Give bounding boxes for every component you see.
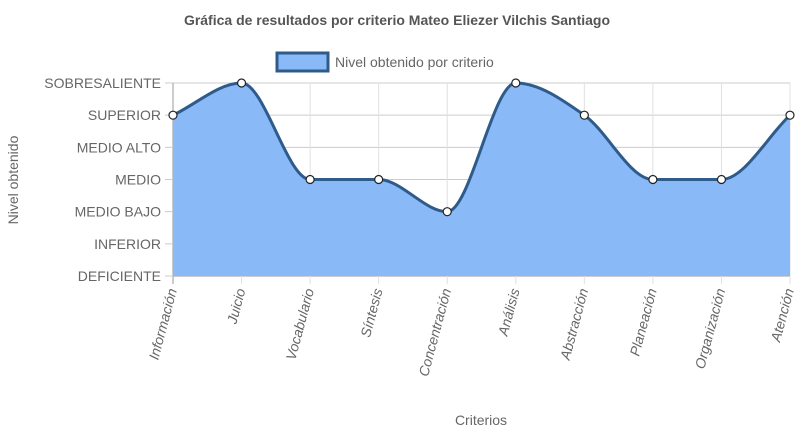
data-point[interactable]	[648, 174, 658, 185]
y-axis-title: Nivel obtenido	[5, 135, 21, 224]
x-tick-label: Abstracción	[557, 286, 592, 362]
y-tick-label: INFERIOR	[94, 236, 161, 252]
data-point[interactable]	[305, 174, 315, 185]
legend-label: Nivel obtenido por criterio	[335, 54, 494, 70]
series-fill	[173, 83, 790, 276]
data-point[interactable]	[716, 174, 727, 185]
y-tick-label: SOBRESALIENTE	[44, 75, 161, 91]
y-tick-label: MEDIO ALTO	[77, 139, 161, 155]
x-tick-label: Información	[146, 286, 180, 361]
x-tick-label: Atención	[767, 286, 795, 344]
x-tick-label: Organización	[692, 286, 729, 370]
x-tick-label: Síntesis	[357, 287, 385, 339]
data-point[interactable]	[236, 78, 247, 88]
data-point[interactable]	[442, 207, 452, 217]
x-axis-title: Criterios	[455, 412, 507, 428]
y-tick-label: MEDIO BAJO	[75, 204, 161, 220]
data-point[interactable]	[374, 174, 384, 185]
legend[interactable]: Nivel obtenido por criterio	[275, 51, 494, 73]
y-tick-label: DEFICIENTE	[78, 268, 161, 284]
series-line	[172, 81, 792, 214]
data-point[interactable]	[168, 110, 178, 120]
x-tick-label: Vocabulario	[283, 286, 318, 361]
x-tick-label: Concentración	[415, 286, 454, 378]
y-tick-label: SUPERIOR	[88, 107, 161, 123]
data-points	[168, 78, 795, 217]
series-area	[172, 81, 792, 276]
data-point[interactable]	[579, 110, 589, 120]
x-tick-label: Planeación	[626, 286, 659, 357]
x-tick-label: Análisis	[494, 287, 522, 339]
chart-title: Gráfica de resultados por criterio Mateo…	[184, 12, 610, 28]
data-point[interactable]	[785, 110, 795, 120]
data-point[interactable]	[511, 78, 521, 88]
legend-swatch	[275, 51, 330, 73]
y-axis-ticks: DEFICIENTE INFERIOR MEDIO BAJO MEDIO MEDIO A…	[44, 75, 173, 284]
x-axis-ticks: Información Juicio Vocabulario Síntesis Conc…	[146, 286, 795, 378]
y-tick-label: MEDIO	[115, 172, 161, 188]
x-tick-label: Juicio	[223, 286, 248, 326]
